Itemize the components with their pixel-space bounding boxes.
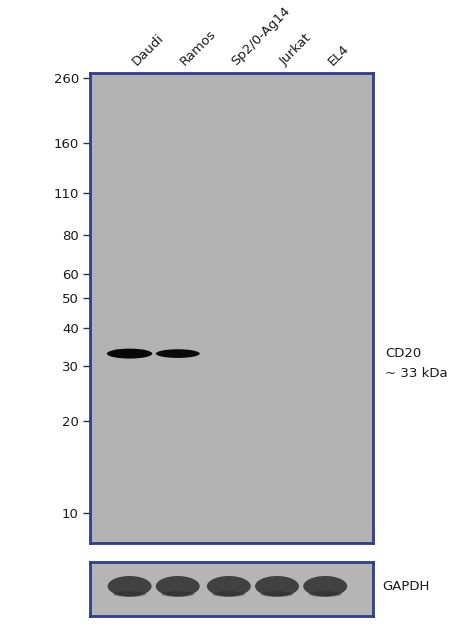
Text: Jurkat: Jurkat [277,32,313,69]
Ellipse shape [213,591,245,597]
Ellipse shape [107,349,152,359]
Ellipse shape [260,591,294,597]
Ellipse shape [156,349,200,358]
Ellipse shape [162,349,193,352]
Ellipse shape [114,349,146,352]
Text: Ramos: Ramos [178,27,219,69]
Ellipse shape [303,576,347,596]
Text: Sp2/0-Ag14: Sp2/0-Ag14 [229,4,293,69]
Ellipse shape [207,576,251,596]
Text: GAPDH: GAPDH [382,580,429,592]
Text: CD20: CD20 [385,347,421,360]
Ellipse shape [156,576,200,596]
Ellipse shape [309,591,342,597]
Ellipse shape [161,591,194,597]
Ellipse shape [113,591,146,597]
Text: ~ 33 kDa: ~ 33 kDa [385,367,447,380]
Ellipse shape [255,576,299,596]
Text: EL4: EL4 [325,43,351,69]
Ellipse shape [107,576,152,596]
Text: Daudi: Daudi [130,32,166,69]
